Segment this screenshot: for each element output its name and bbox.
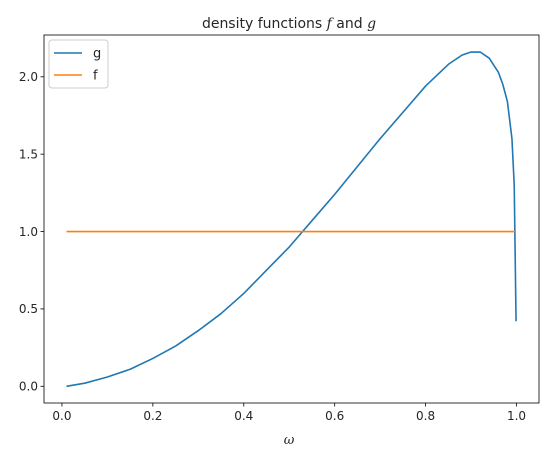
- y-tick-label: 2.0: [19, 70, 38, 84]
- x-tick-label: 0.2: [143, 409, 162, 423]
- x-tick-label: 0.0: [52, 409, 71, 423]
- chart-title-part: density functions: [202, 16, 327, 32]
- series-line-g: [66, 51, 517, 388]
- chart-title: density functions f and g: [202, 16, 376, 32]
- chart-title-part: f: [326, 16, 335, 32]
- legend-label-g: g: [93, 47, 101, 62]
- y-tick-label: 1.5: [19, 147, 38, 161]
- x-axis-label: ω: [284, 433, 295, 448]
- legend: gf: [48, 39, 109, 89]
- x-tick-label: 0.4: [234, 409, 253, 423]
- legend-label-f: f: [93, 69, 98, 84]
- y-tick-label: 0.5: [19, 302, 38, 316]
- chart-title-part: g: [367, 16, 376, 32]
- y-tick-label: 0.0: [19, 380, 38, 394]
- y-tick-label: 1.0: [19, 225, 38, 239]
- chart-title-part: and: [332, 16, 367, 32]
- series-layer: [66, 51, 517, 388]
- x-tick-label: 0.6: [325, 409, 344, 423]
- y-axis: 0.0 0.5 1.0 1.5 2.0: [19, 70, 44, 394]
- legend-box: [48, 39, 109, 89]
- x-tick-label: 0.8: [416, 409, 435, 423]
- plot-frame: [43, 34, 540, 404]
- x-axis: 0.0 0.2 0.4 0.6 0.8 1.0: [52, 403, 526, 423]
- x-tick-label: 1.0: [507, 409, 526, 423]
